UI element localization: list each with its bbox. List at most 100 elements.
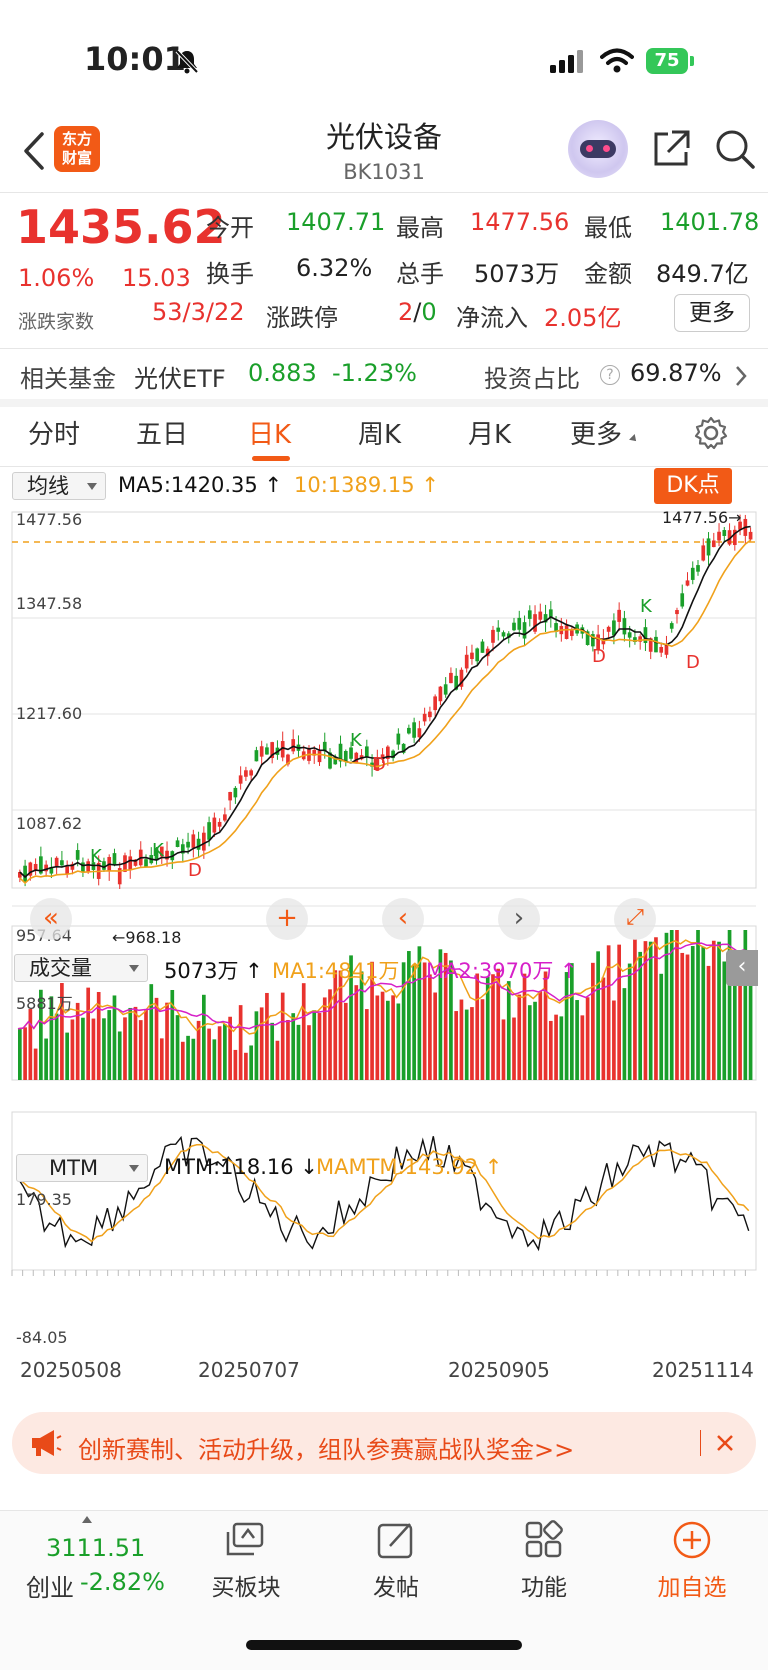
volume-bar <box>128 1007 133 1080</box>
volume-bar <box>612 1000 616 1080</box>
candle-body <box>112 853 117 866</box>
signal-marker-k: K <box>350 730 363 751</box>
zoom-in-button[interactable]: + <box>266 898 308 940</box>
more-button[interactable]: 更多 <box>674 294 750 332</box>
divider <box>0 466 768 467</box>
candle-body <box>23 865 27 883</box>
volume-bar <box>433 992 437 1080</box>
volume-bar <box>522 973 527 1080</box>
tab-daily-k[interactable]: 日K <box>248 420 292 450</box>
volume-bar <box>727 930 732 1080</box>
volume-bar <box>669 930 674 1080</box>
search-icon[interactable] <box>714 128 756 170</box>
tab-monthly-k[interactable]: 月K <box>468 420 512 450</box>
scroll-right-button[interactable]: › <box>498 898 540 940</box>
promo-banner-text: 创新赛制、活动升级，组队参赛赢战队奖金>> <box>78 1436 575 1464</box>
nav-add-watchlist[interactable]: 加自选 <box>657 1575 727 1601</box>
candle-body <box>364 746 369 757</box>
scroll-left-fast-button[interactable]: « <box>30 898 72 940</box>
tab-five-day[interactable]: 五日 <box>136 420 189 450</box>
settings-gear-icon[interactable] <box>694 416 728 450</box>
volume-bar <box>249 1045 253 1080</box>
volume-bar <box>54 1013 59 1080</box>
volume-bar <box>175 1015 180 1080</box>
candle-body <box>349 747 353 759</box>
volume-bar <box>459 999 464 1080</box>
candle-body <box>443 684 448 695</box>
limit-value: 2/0 <box>398 298 437 326</box>
candle-body <box>622 618 627 635</box>
candle-body <box>202 832 206 851</box>
volume-bar <box>317 1013 322 1080</box>
scroll-left-button[interactable]: ‹ <box>382 898 424 940</box>
volume-bar <box>312 1010 317 1080</box>
nav-buy-sector[interactable]: 买板块 <box>211 1575 281 1601</box>
wifi-icon <box>600 48 634 73</box>
signal-marker-d: D <box>686 652 700 673</box>
back-icon[interactable] <box>18 128 52 174</box>
volume-bar <box>186 1035 190 1080</box>
buy-sector-icon[interactable] <box>224 1520 268 1560</box>
candle-body <box>706 538 711 556</box>
candle-body <box>638 636 643 642</box>
volume-bar <box>23 1027 27 1080</box>
tab-more[interactable]: 更多 <box>570 420 623 450</box>
mtm-indicator-select[interactable]: MTM <box>16 1154 148 1182</box>
kline-indicator-select[interactable]: 均线 <box>12 472 106 500</box>
index-value[interactable]: 3111.51 <box>46 1534 146 1562</box>
nav-functions[interactable]: 功能 <box>521 1575 567 1601</box>
candle-body <box>633 637 637 642</box>
promo-banner[interactable] <box>12 1412 756 1474</box>
volume-bar <box>28 1009 33 1080</box>
netflow-value: 2.05亿 <box>544 304 622 332</box>
candle-body <box>380 754 385 760</box>
close-icon[interactable] <box>716 1434 734 1452</box>
share-icon[interactable] <box>650 128 692 170</box>
volume-bar <box>44 1038 48 1080</box>
volume-bar <box>501 1019 506 1080</box>
megaphone-icon <box>32 1430 62 1456</box>
volume-bar <box>354 985 359 1080</box>
candle-body <box>506 633 511 638</box>
help-icon[interactable]: ? <box>600 365 620 385</box>
fund-name: 光伏ETF <box>134 365 226 393</box>
add-watchlist-icon[interactable] <box>672 1520 712 1560</box>
candle-body <box>732 529 737 546</box>
nav-post[interactable]: 发帖 <box>373 1575 419 1601</box>
candle-body <box>738 521 742 530</box>
tab-weekly-k[interactable]: 周K <box>358 420 402 450</box>
signal-marker-k: K <box>152 840 165 861</box>
candle-body <box>485 648 490 657</box>
candle-body <box>664 643 669 655</box>
functions-grid-icon[interactable] <box>524 1520 564 1560</box>
index-name[interactable]: 创业 <box>26 1574 74 1602</box>
candle-body <box>212 817 217 833</box>
volume-indicator-select[interactable]: 成交量 <box>14 954 148 982</box>
candle-body <box>343 750 348 762</box>
volume-bar <box>380 991 385 1080</box>
index-change[interactable]: -2.82% <box>80 1568 165 1596</box>
volume-bar <box>364 1009 369 1080</box>
app-logo: 东方 财富 <box>54 126 100 172</box>
volume-bar <box>81 1017 85 1080</box>
related-fund-row[interactable]: 相关基金 光伏ETF 0.883 -1.23% 投资占比 ? 69.87% <box>0 349 768 399</box>
volume-bar <box>291 1013 296 1080</box>
dk-point-button[interactable]: DK点 <box>654 468 732 504</box>
fund-section-label: 相关基金 <box>20 365 116 393</box>
volume-bar <box>70 1019 75 1080</box>
tab-timeshare[interactable]: 分时 <box>28 420 81 450</box>
collapse-panel-button[interactable]: ‹ <box>726 950 758 986</box>
volume-bar <box>470 1007 474 1080</box>
ai-assistant-avatar[interactable] <box>568 120 628 178</box>
volume-bar <box>517 994 522 1080</box>
banner-divider <box>700 1430 701 1456</box>
min-price-marker: ←968.18 <box>112 928 182 947</box>
volume-bar <box>701 946 706 1080</box>
volume-bar <box>144 1009 148 1080</box>
fullscreen-button[interactable]: ⤢ <box>614 898 656 940</box>
compose-post-icon[interactable] <box>376 1520 416 1560</box>
volume-bar <box>86 987 91 1080</box>
candle-body <box>386 746 390 759</box>
